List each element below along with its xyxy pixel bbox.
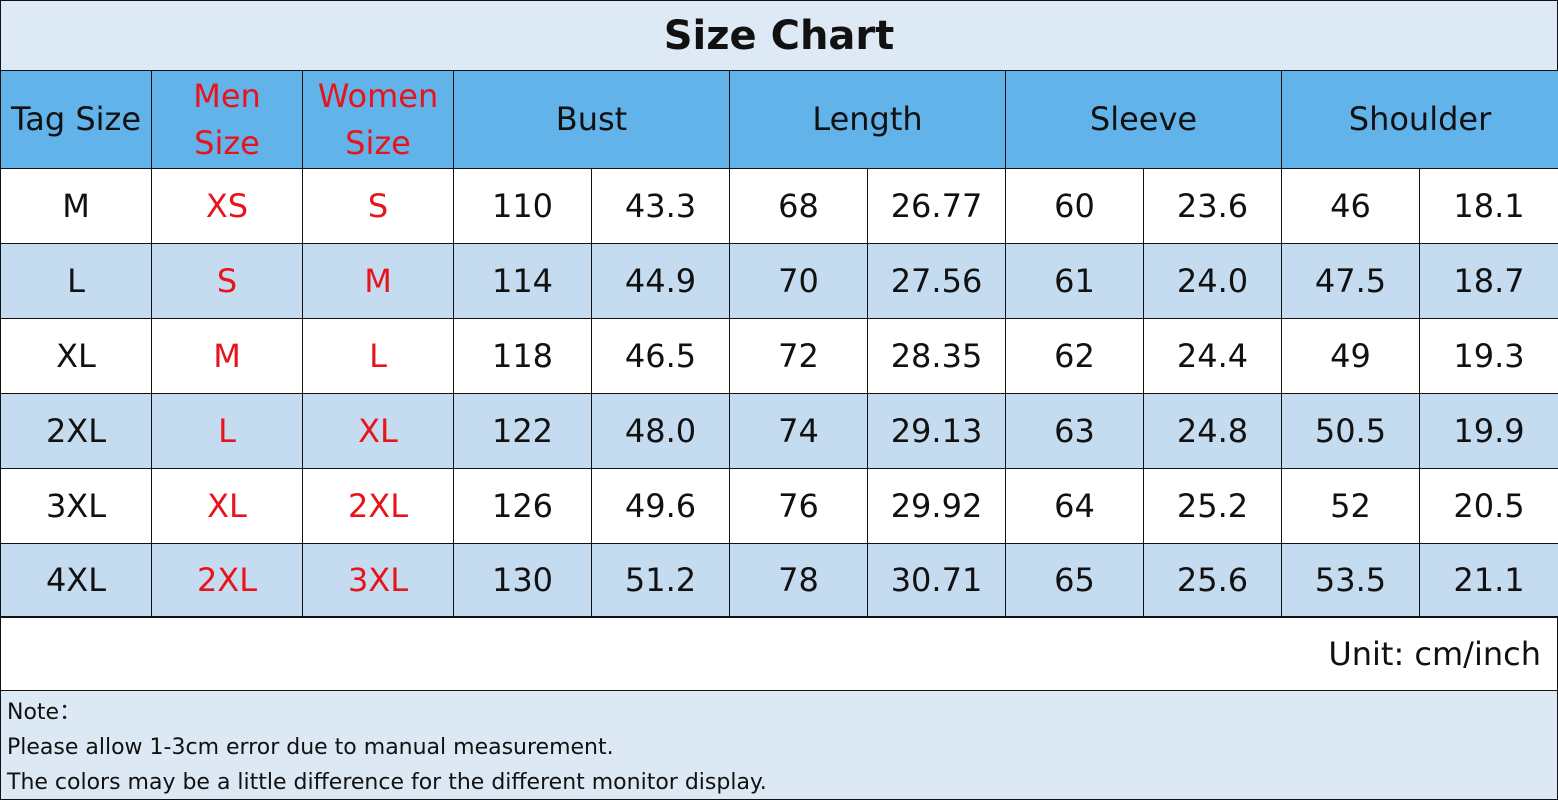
table-cell: 60 xyxy=(1005,168,1144,244)
table-cell: 3XL xyxy=(0,468,152,544)
table-cell: 114 xyxy=(453,243,592,319)
table-cell: 23.6 xyxy=(1143,168,1282,244)
table-cell: 27.56 xyxy=(867,243,1006,319)
table-cell: 68 xyxy=(729,168,868,244)
table-cell: 118 xyxy=(453,318,592,394)
table-cell: 26.77 xyxy=(867,168,1006,244)
table-cell: 21.1 xyxy=(1419,543,1558,618)
title: Size Chart xyxy=(0,0,1558,72)
table-cell: 51.2 xyxy=(591,543,730,618)
table-cell: 74 xyxy=(729,393,868,469)
column-header: Men Size xyxy=(151,70,303,169)
table-cell: M xyxy=(151,318,303,394)
table-cell: 25.6 xyxy=(1143,543,1282,618)
table-cell: L xyxy=(302,318,454,394)
table-cell: 2XL xyxy=(151,543,303,618)
table-cell: 4XL xyxy=(0,543,152,618)
table-cell: XL xyxy=(0,318,152,394)
note-line: The colors may be a little difference fo… xyxy=(7,770,767,795)
table-cell: 49.6 xyxy=(591,468,730,544)
table-cell: 24.4 xyxy=(1143,318,1282,394)
table-cell: 20.5 xyxy=(1419,468,1558,544)
table-cell: 19.9 xyxy=(1419,393,1558,469)
column-header: Bust xyxy=(453,70,730,169)
table-cell: 76 xyxy=(729,468,868,544)
table-cell: 46.5 xyxy=(591,318,730,394)
table-cell: M xyxy=(302,243,454,319)
table-cell: L xyxy=(151,393,303,469)
table-cell: 46 xyxy=(1281,168,1420,244)
table-cell: 70 xyxy=(729,243,868,319)
table-cell: 3XL xyxy=(302,543,454,618)
table-cell: 24.8 xyxy=(1143,393,1282,469)
table-cell: 18.7 xyxy=(1419,243,1558,319)
table-cell: 52 xyxy=(1281,468,1420,544)
table-cell: 24.0 xyxy=(1143,243,1282,319)
column-header: Women Size xyxy=(302,70,454,169)
table-cell: 47.5 xyxy=(1281,243,1420,319)
table-cell: 2XL xyxy=(302,468,454,544)
table-cell: 78 xyxy=(729,543,868,618)
table-cell: 63 xyxy=(1005,393,1144,469)
table-cell: 110 xyxy=(453,168,592,244)
table-cell: XL xyxy=(151,468,303,544)
table-cell: 28.35 xyxy=(867,318,1006,394)
table-cell: 44.9 xyxy=(591,243,730,319)
table-cell: 29.92 xyxy=(867,468,1006,544)
table-cell: XL xyxy=(302,393,454,469)
table-cell: S xyxy=(302,168,454,244)
note-line: Note： xyxy=(7,700,82,725)
table-cell: 25.2 xyxy=(1143,468,1282,544)
table-cell: 48.0 xyxy=(591,393,730,469)
table-cell: M xyxy=(0,168,152,244)
table-cell: 50.5 xyxy=(1281,393,1420,469)
table-cell: 130 xyxy=(453,543,592,618)
table-cell: XS xyxy=(151,168,303,244)
column-header: Length xyxy=(729,70,1006,169)
table-cell: 72 xyxy=(729,318,868,394)
table-cell: 29.13 xyxy=(867,393,1006,469)
table-cell: L xyxy=(0,243,152,319)
note: Note： Please allow 1-3cm error due to man… xyxy=(0,690,1558,800)
column-header: Sleeve xyxy=(1005,70,1282,169)
table-cell: 122 xyxy=(453,393,592,469)
column-header: Shoulder xyxy=(1281,70,1558,169)
table-cell: 49 xyxy=(1281,318,1420,394)
table-cell: 65 xyxy=(1005,543,1144,618)
table-cell: 18.1 xyxy=(1419,168,1558,244)
table-cell: 2XL xyxy=(0,393,152,469)
table-cell: 62 xyxy=(1005,318,1144,394)
table-cell: 43.3 xyxy=(591,168,730,244)
table-cell: 53.5 xyxy=(1281,543,1420,618)
table-cell: 61 xyxy=(1005,243,1144,319)
table-cell: 126 xyxy=(453,468,592,544)
table-cell: 64 xyxy=(1005,468,1144,544)
table-cell: 19.3 xyxy=(1419,318,1558,394)
table-cell: 30.71 xyxy=(867,543,1006,618)
table-cell: S xyxy=(151,243,303,319)
column-header: Tag Size xyxy=(0,70,152,169)
unit: Unit: cm/inch xyxy=(0,616,1558,692)
note-line: Please allow 1-3cm error due to manual m… xyxy=(7,735,614,760)
